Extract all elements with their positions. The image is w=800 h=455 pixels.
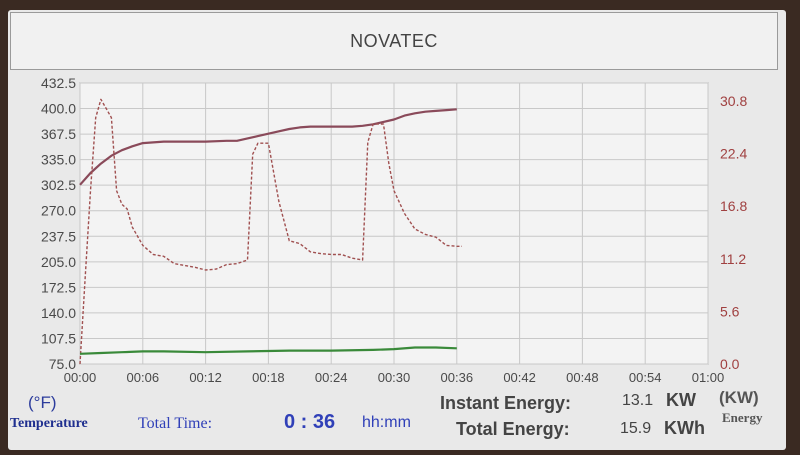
- total-time-unit: hh:mm: [362, 414, 411, 431]
- right-tick-label: 22.4: [720, 146, 747, 162]
- x-tick-label: 00:06: [127, 370, 160, 385]
- hmi-screen: NOVATEC 00:00 00:06 00:12 00:18 00:24 00:30 00…: [8, 10, 786, 450]
- x-tick-label: 00:24: [315, 370, 348, 385]
- left-tick-label: 237.5: [41, 228, 76, 244]
- left-tick-label: 205.0: [41, 254, 76, 270]
- left-tick-label: 140.0: [41, 305, 76, 321]
- left-tick-label: 335.0: [41, 152, 76, 168]
- instant-energy-value: 13.1: [622, 392, 654, 409]
- page-title: NOVATEC: [350, 30, 438, 51]
- right-tick-label: 30.8: [720, 93, 747, 109]
- left-axis-name: Temperature: [10, 416, 88, 431]
- total-energy-value: 15.9: [620, 420, 652, 437]
- x-tick-label: 01:00: [692, 370, 725, 385]
- left-tick-label: 302.5: [41, 177, 76, 193]
- left-tick-label: 107.5: [41, 330, 76, 346]
- trend-chart: 00:00 00:06 00:12 00:18 00:24 00:30 00:36 00:42…: [41, 75, 748, 385]
- left-tick-label: 432.5: [41, 75, 76, 91]
- right-tick-label: 5.6: [720, 303, 740, 319]
- x-tick-label: 00:12: [189, 370, 222, 385]
- instant-energy-label: Instant Energy:: [440, 393, 572, 413]
- series-energy-dashed-line: [79, 98, 462, 365]
- left-tick-label: 367.5: [41, 126, 76, 142]
- right-axis-unit: (KW): [719, 388, 759, 407]
- title-bar: NOVATEC: [10, 12, 778, 70]
- right-tick-label: 16.8: [720, 198, 747, 214]
- x-tick-label: 00:36: [441, 370, 474, 385]
- left-tick-label: 270.0: [41, 203, 76, 219]
- total-time-value: 0 : 36: [284, 411, 336, 433]
- total-time-label: Total Time:: [138, 415, 213, 432]
- total-energy-label: Total Energy:: [456, 419, 570, 439]
- x-tick-label: 00:30: [378, 370, 411, 385]
- x-tick-label: 00:18: [252, 370, 285, 385]
- x-tick-label: 00:00: [64, 370, 97, 385]
- x-tick-label: 00:54: [629, 370, 662, 385]
- series-low-temperature-line: [79, 346, 457, 355]
- left-axis-unit: (°F): [28, 393, 57, 412]
- total-energy-unit: KWh: [664, 418, 705, 438]
- right-axis-name: Energy: [722, 410, 763, 425]
- series-temperature-line: [79, 108, 457, 186]
- instant-energy-unit: KW: [666, 390, 696, 410]
- x-tick-label: 00:42: [503, 370, 536, 385]
- right-tick-label: 0.0: [720, 356, 740, 372]
- left-tick-label: 75.0: [49, 356, 76, 372]
- left-tick-label: 400.0: [41, 101, 76, 117]
- left-tick-label: 172.5: [41, 279, 76, 295]
- right-tick-label: 11.2: [720, 251, 746, 267]
- x-tick-label: 00:48: [566, 370, 599, 385]
